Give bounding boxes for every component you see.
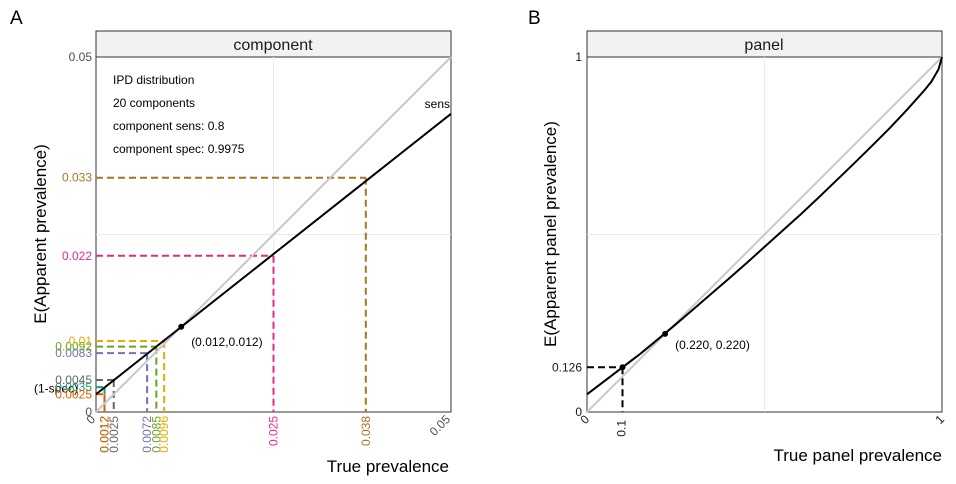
x-tick-label: 1: [932, 412, 947, 427]
x-guide-label: 0.025: [267, 416, 281, 446]
panel-a-intercept-label: (1-spec): [34, 381, 78, 395]
y-guide-label: 0.0035: [55, 380, 92, 394]
y-guide-label: 0.0025: [55, 387, 92, 401]
x-guide-label: 0.038: [359, 416, 373, 446]
x-tick-label: 0.05: [427, 412, 454, 439]
annotation-line-4: component spec: 0.9975: [113, 142, 245, 156]
y-tick-label: 0.05: [69, 50, 93, 64]
panel-a-point: [178, 323, 185, 330]
panel-a-line-label: sens: [425, 97, 450, 111]
y-tick-label: 0.126: [552, 360, 582, 374]
y-guide-label: 0.01: [69, 334, 93, 348]
x-tick-label: 0.1: [615, 420, 629, 437]
panel-b-strip: [586, 30, 943, 58]
panel-b-xlabel: True panel prevalence: [773, 446, 942, 465]
panel-a-annotation: IPD distribution 20 components component…: [113, 73, 245, 156]
panel-b-letter: B: [528, 8, 541, 29]
panel-b-reference-line: [586, 56, 943, 413]
y-guide-label: 0.0045: [55, 373, 92, 387]
x-guide-label: 0.0072: [140, 416, 154, 453]
panel-b-strip-title: panel: [744, 37, 783, 54]
panel-a-series-line: [95, 113, 452, 396]
panel-a-xlabel: True prevalence: [327, 457, 449, 476]
annotation-line-2: 20 components: [113, 96, 195, 110]
panel-b-ylabel: E(Apparent panel prevalence): [541, 121, 560, 347]
y-guide-label: 0.0083: [55, 346, 92, 360]
panel-a-strip-title: component: [233, 37, 313, 54]
y-tick-label: 1: [575, 50, 582, 64]
x-guide-label: 0.0012: [98, 416, 112, 453]
x-guide-label: 0.0096: [157, 416, 171, 453]
annotation-line-3: component sens: 0.8: [113, 119, 225, 133]
panel-a-letter: A: [10, 8, 23, 29]
panel-a: A component (0.012,0.012) sens (1-spec) …: [10, 8, 453, 476]
panel-b-point-label: (0.220, 0.220): [675, 338, 750, 352]
panel-b-point: [662, 330, 669, 337]
x-tick-label: 0: [577, 412, 592, 427]
panel-b-series-line: [586, 56, 943, 396]
panel-a-point-label: (0.012,0.012): [191, 335, 262, 349]
x-guide-label: 0.0012: [98, 416, 112, 453]
panel-a-strip: [95, 30, 452, 58]
x-guide-label: 0.0025: [107, 416, 121, 453]
y-guide-label: 0.0092: [55, 340, 92, 354]
panel-a-ylabel: E(Apparent prevalence): [31, 144, 50, 324]
annotation-line-1: IPD distribution: [113, 73, 194, 87]
x-guide-label: 0.0085: [149, 416, 163, 453]
y-tick-label: 0: [575, 405, 582, 419]
y-tick-label: 0: [85, 405, 92, 419]
y-guide-label: 0.022: [62, 249, 92, 263]
y-guide-label: 0.033: [62, 171, 92, 185]
panel-a-reference-line: [95, 56, 452, 413]
panel-b-x-tick-labels: 00.11: [577, 412, 947, 437]
panel-b-y-tick-labels: 0 0.126 1: [552, 50, 582, 419]
